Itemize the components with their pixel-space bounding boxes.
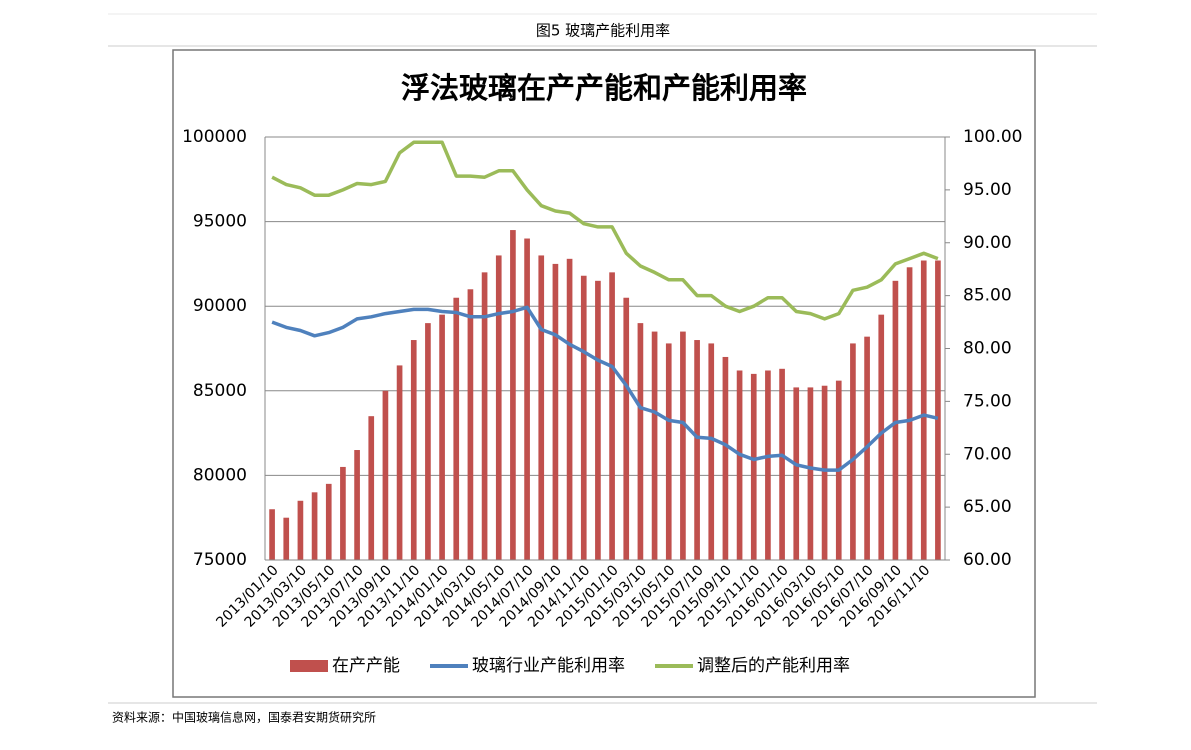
- bar: [382, 390, 389, 560]
- y2-tick-label: 95.00: [963, 180, 1012, 200]
- chart-frame: [172, 49, 1036, 698]
- bar: [906, 267, 913, 560]
- bar: [665, 343, 672, 560]
- bar: [623, 297, 630, 560]
- bar: [651, 331, 658, 560]
- bar: [538, 255, 545, 560]
- y-tick-label: 80000: [193, 465, 247, 485]
- legend-label: 在产产能: [332, 656, 400, 676]
- y2-tick-label: 75.00: [963, 391, 1012, 411]
- bar: [410, 340, 417, 560]
- y-tick-label: 100000: [182, 127, 247, 147]
- y-tick-label: 85000: [193, 381, 247, 401]
- bar: [765, 370, 771, 560]
- bar: [481, 272, 488, 560]
- bar: [510, 230, 516, 560]
- bar: [552, 263, 559, 560]
- bar: [325, 483, 332, 560]
- bar: [580, 275, 587, 560]
- bar: [453, 297, 460, 560]
- bar: [354, 450, 360, 560]
- bar: [637, 323, 644, 560]
- bar: [595, 280, 601, 560]
- bar: [609, 272, 615, 560]
- bar: [297, 500, 304, 560]
- bar: [779, 368, 785, 560]
- bar: [566, 258, 573, 560]
- bar: [736, 370, 743, 560]
- y-tick-label: 90000: [193, 296, 247, 316]
- bar: [920, 260, 927, 560]
- bar: [793, 387, 800, 560]
- bar: [269, 509, 275, 560]
- bar: [807, 387, 814, 560]
- bar: [750, 373, 757, 560]
- y2-tick-label: 60.00: [963, 550, 1012, 570]
- bar: [467, 289, 474, 560]
- bar: [878, 314, 885, 560]
- bar: [283, 517, 290, 560]
- bar: [368, 416, 375, 560]
- bar: [524, 238, 530, 560]
- legend-label: 调整后的产能利用率: [697, 656, 850, 676]
- bar: [708, 343, 715, 560]
- legend-swatch: [290, 660, 328, 672]
- line: [271, 140, 939, 321]
- bar: [935, 260, 941, 560]
- y2-tick-label: 100.00: [963, 127, 1022, 147]
- bar: [340, 466, 346, 560]
- y-tick-label: 95000: [193, 212, 247, 232]
- bar: [722, 356, 729, 560]
- line: [271, 305, 939, 472]
- figure-title: 图5 玻璃产能利用率: [536, 22, 670, 40]
- bar: [311, 492, 318, 560]
- chart-title: 浮法玻璃在产产能和产能利用率: [401, 71, 807, 105]
- legend-label: 玻璃行业产能利用率: [472, 656, 625, 676]
- bar: [680, 331, 686, 560]
- bar: [821, 385, 828, 560]
- bar: [694, 340, 700, 560]
- bar: [425, 323, 431, 560]
- bar: [439, 314, 445, 560]
- bar: [495, 255, 502, 560]
- y2-tick-label: 85.00: [963, 286, 1012, 306]
- bar: [396, 365, 403, 560]
- y2-tick-label: 80.00: [963, 339, 1012, 359]
- source-note: 资料来源：中国玻璃信息网，国泰君安期货研究所: [112, 710, 376, 725]
- bar: [850, 343, 856, 560]
- y2-tick-label: 70.00: [963, 444, 1012, 464]
- y2-tick-label: 90.00: [963, 233, 1012, 253]
- y-tick-label: 75000: [193, 550, 247, 570]
- bar: [892, 280, 899, 560]
- y2-tick-label: 65.00: [963, 497, 1012, 517]
